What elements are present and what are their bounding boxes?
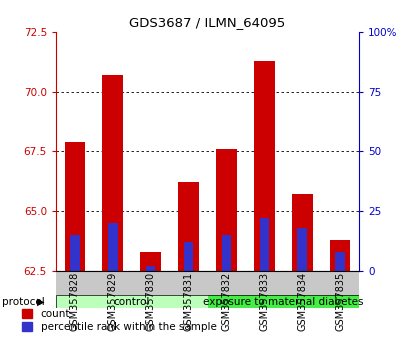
Text: exposure to maternal diabetes: exposure to maternal diabetes — [203, 297, 364, 307]
Text: GSM357831: GSM357831 — [183, 272, 193, 331]
Bar — [103, 75, 123, 271]
Text: control: control — [114, 297, 150, 307]
Bar — [216, 149, 237, 271]
Text: GSM357832: GSM357832 — [222, 272, 232, 331]
Text: GSM357828: GSM357828 — [70, 272, 80, 331]
Bar — [184, 242, 193, 271]
Bar — [330, 240, 350, 271]
Bar — [140, 252, 161, 271]
Bar — [178, 182, 199, 271]
Bar — [70, 235, 80, 271]
Text: GSM357830: GSM357830 — [146, 272, 156, 331]
Title: GDS3687 / ILMN_64095: GDS3687 / ILMN_64095 — [129, 16, 286, 29]
Bar — [146, 266, 156, 271]
Bar — [56, 296, 359, 308]
Text: GSM357833: GSM357833 — [259, 272, 269, 331]
Text: GSM357834: GSM357834 — [297, 272, 307, 331]
Bar — [65, 142, 85, 271]
Legend: count, percentile rank within the sample: count, percentile rank within the sample — [22, 309, 217, 332]
Text: protocol: protocol — [2, 297, 45, 307]
Text: GSM357829: GSM357829 — [108, 272, 118, 331]
Bar — [292, 194, 312, 271]
Bar — [108, 223, 117, 271]
Bar — [298, 228, 307, 271]
Bar — [222, 235, 231, 271]
Text: ▶: ▶ — [37, 297, 45, 307]
Bar — [254, 61, 275, 271]
Bar — [259, 218, 269, 271]
Bar — [208, 296, 359, 308]
Bar — [335, 252, 345, 271]
Text: GSM357835: GSM357835 — [335, 272, 345, 331]
Bar — [56, 271, 359, 296]
Bar — [56, 296, 208, 308]
